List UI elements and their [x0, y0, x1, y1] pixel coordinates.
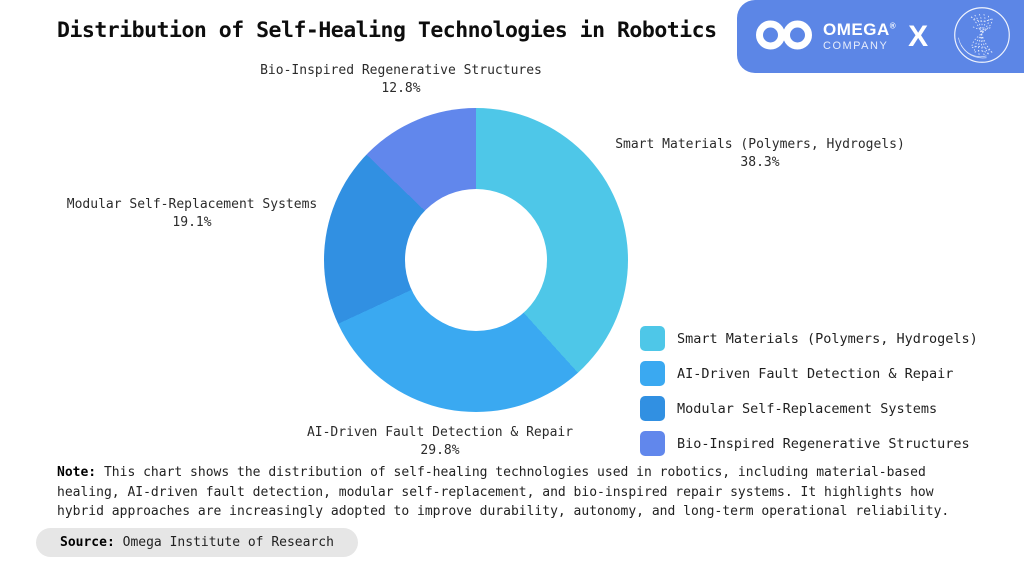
legend-swatch [640, 396, 665, 421]
wireframe-sphere-icon [952, 5, 1012, 69]
legend-label: Bio-Inspired Regenerative Structures [677, 435, 970, 452]
legend-label: Smart Materials (Polymers, Hydrogels) [677, 330, 978, 347]
callout-label: Smart Materials (Polymers, Hydrogels) [615, 137, 905, 152]
callout-percent: 29.8% [420, 443, 460, 458]
source-label: Source: [60, 535, 115, 550]
brand-banner: OMEGA® COMPANY X [737, 0, 1024, 73]
callout-percent: 38.3% [740, 155, 780, 170]
note-text: This chart shows the distribution of sel… [57, 465, 950, 519]
legend-item-smart-materials: Smart Materials (Polymers, Hydrogels) [640, 326, 978, 351]
callout-label: Modular Self-Replacement Systems [66, 197, 318, 212]
legend-item-ai-driven: AI-Driven Fault Detection & Repair [640, 361, 978, 386]
legend-label: Modular Self-Replacement Systems [677, 400, 938, 417]
donut-chart [324, 108, 628, 412]
callout-percent: 19.1% [172, 215, 212, 230]
chart-note: Note: This chart shows the distribution … [57, 463, 979, 522]
callout-percent: 12.8% [381, 81, 421, 96]
brand-wordmark: OMEGA® COMPANY [823, 21, 896, 52]
legend-swatch [640, 431, 665, 456]
legend-swatch [640, 326, 665, 351]
legend-item-bio-inspired: Bio-Inspired Regenerative Structures [640, 431, 978, 456]
callout-label: AI-Driven Fault Detection & Repair [306, 425, 574, 440]
source-text: Omega Institute of Research [114, 535, 334, 550]
callout-label: Bio-Inspired Regenerative Structures [260, 63, 542, 78]
collab-x-letter: X [908, 19, 929, 53]
brand-name: OMEGA [823, 20, 890, 39]
callout-smart-materials: Smart Materials (Polymers, Hydrogels) 38… [580, 136, 940, 171]
callout-modular-systems: Modular Self-Replacement Systems 19.1% [32, 196, 352, 231]
callout-bio-inspired: Bio-Inspired Regenerative Structures 12.… [241, 62, 561, 97]
page-title: Distribution of Self-Healing Technologie… [57, 18, 717, 43]
legend-label: AI-Driven Fault Detection & Repair [677, 365, 954, 382]
chart-legend: Smart Materials (Polymers, Hydrogels) AI… [640, 326, 978, 466]
legend-swatch [640, 361, 665, 386]
infinity-icon [753, 18, 815, 56]
legend-item-modular-systems: Modular Self-Replacement Systems [640, 396, 978, 421]
donut-hole [405, 189, 547, 331]
note-label: Note: [57, 465, 97, 480]
source-badge: Source: Omega Institute of Research [36, 528, 358, 557]
brand-subtitle: COMPANY [823, 40, 889, 52]
registered-mark: ® [889, 21, 897, 31]
callout-ai-driven: AI-Driven Fault Detection & Repair 29.8% [280, 424, 600, 459]
